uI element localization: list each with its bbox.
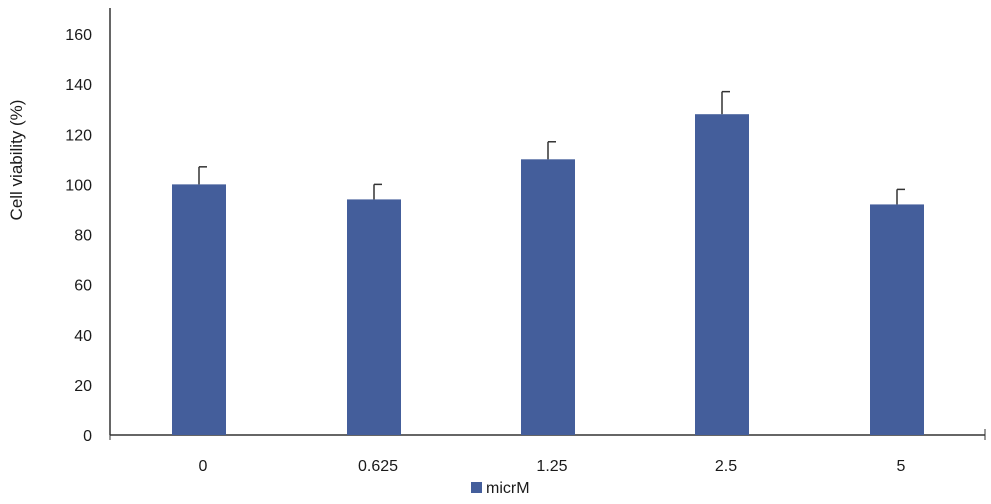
legend-label: micrM [486, 480, 530, 497]
x-tick-label: 0.625 [358, 458, 398, 475]
bars [172, 114, 924, 435]
y-tick-labels: 0 20 40 60 80 100 120 140 160 [65, 27, 92, 445]
y-tick-label: 140 [65, 77, 92, 94]
bar [870, 204, 924, 435]
x-tick-label: 0 [199, 458, 208, 475]
y-tick-label: 60 [74, 278, 92, 295]
y-tick-label: 80 [74, 228, 92, 245]
error-bars [198, 90, 905, 205]
y-tick-label: 0 [83, 428, 92, 445]
y-tick-label: 120 [65, 127, 92, 144]
x-tick-label: 1.25 [536, 458, 567, 475]
y-axis-title: Cell viability (%) [7, 100, 26, 221]
bar [695, 114, 749, 435]
y-tick-label: 40 [74, 328, 92, 345]
x-tick-labels: 0 0.625 1.25 2.5 5 [199, 458, 906, 475]
legend-swatch [471, 482, 482, 493]
y-tick-label: 160 [65, 27, 92, 44]
y-tick-label: 20 [74, 378, 92, 395]
y-tick-label: 100 [65, 177, 92, 194]
bar [521, 159, 575, 435]
x-tick-label: 5 [897, 458, 906, 475]
y-axis-title-group: Cell viability (%) [7, 100, 26, 221]
bar [347, 199, 401, 435]
legend: micrM [471, 480, 530, 497]
bar [172, 184, 226, 435]
x-tick-label: 2.5 [715, 458, 737, 475]
